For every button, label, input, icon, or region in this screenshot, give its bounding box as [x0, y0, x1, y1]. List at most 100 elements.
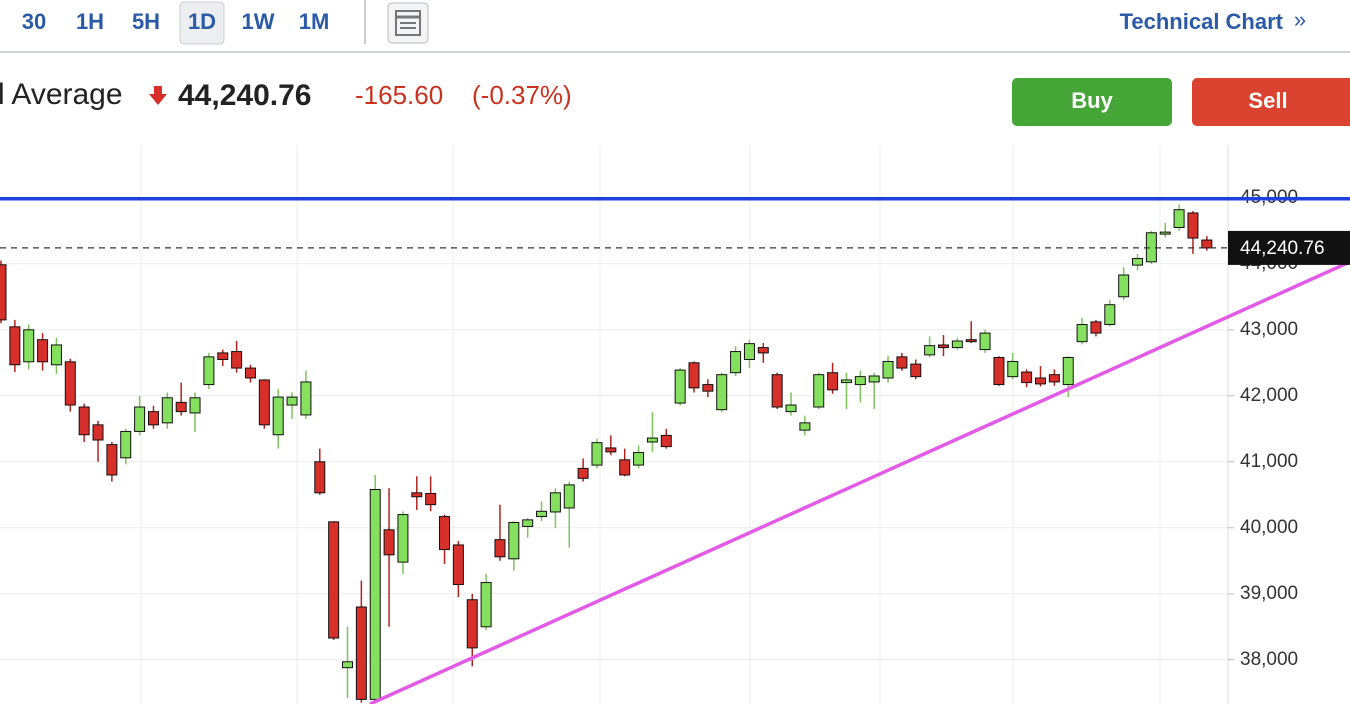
candle-body — [203, 356, 215, 386]
candle-body — [1021, 371, 1033, 384]
y-tick-label: 39,000 — [1240, 583, 1298, 604]
candle-body — [549, 492, 561, 513]
candle-body — [1173, 209, 1185, 228]
candle-body — [882, 360, 894, 379]
change: -165.60 — [355, 80, 443, 110]
candle-body — [799, 422, 811, 431]
y-tick-label: 41,000 — [1240, 451, 1298, 472]
candle-body — [785, 404, 797, 413]
y-tick-label: 43,000 — [1240, 319, 1298, 340]
candles — [0, 204, 1213, 703]
candle-body — [425, 492, 437, 506]
index-name: l Average — [0, 78, 123, 111]
candle-body — [1159, 231, 1171, 235]
candle-body — [1035, 377, 1046, 385]
candle-body — [854, 376, 866, 386]
candle-body — [1090, 321, 1102, 334]
tabs: 30 1H 5H 1D 1W 1M — [22, 9, 330, 34]
candle-body — [1104, 304, 1116, 326]
candle-body — [355, 606, 367, 700]
buy-button[interactable] — [1012, 78, 1172, 126]
candle-body — [951, 340, 963, 349]
candle-body — [314, 461, 326, 494]
candle-body — [508, 522, 520, 560]
candle-body — [771, 374, 783, 408]
candle-body — [37, 339, 49, 363]
sell-label[interactable]: Sell — [1248, 88, 1287, 113]
candle-body — [106, 444, 118, 476]
candle-body — [50, 344, 62, 366]
candle-body — [272, 396, 284, 436]
candle-body — [1201, 239, 1213, 249]
candle-body — [743, 343, 755, 360]
vertical-grid — [140, 145, 1161, 704]
candle-body — [813, 374, 825, 408]
candle-body — [827, 372, 839, 391]
candle-body — [1145, 232, 1157, 263]
candle-body — [965, 339, 977, 343]
candle-body — [9, 326, 21, 366]
candle-body — [452, 544, 464, 586]
tab[interactable]: 30 — [22, 9, 46, 34]
candle-body — [1076, 324, 1088, 343]
candle-body — [1007, 360, 1019, 378]
candle-body — [134, 406, 146, 432]
candle-body — [1187, 212, 1199, 239]
candle-body — [674, 369, 686, 404]
trend-line — [369, 260, 1350, 704]
candle-body — [910, 363, 922, 378]
candle-body — [660, 434, 672, 448]
candle-body — [0, 264, 7, 321]
tab[interactable]: 5H — [132, 9, 160, 34]
tab[interactable]: 1M — [299, 9, 330, 34]
y-tick-label: 40,000 — [1240, 517, 1298, 538]
technical-chart-link[interactable]: Technical Chart — [1120, 9, 1284, 34]
candle-body — [730, 351, 742, 374]
candle-body — [757, 347, 769, 354]
candle-body — [522, 519, 534, 527]
change-percent: (-0.37%) — [472, 80, 572, 110]
candle-body — [896, 356, 908, 369]
candle-body — [120, 430, 132, 459]
tab[interactable]: 1H — [76, 9, 104, 34]
candle-body — [23, 329, 35, 363]
candle-body — [993, 357, 1005, 386]
candle-body — [577, 467, 589, 479]
candle-body — [480, 582, 492, 628]
buy-label[interactable]: Buy — [1071, 88, 1113, 113]
tab[interactable]: 1W — [242, 9, 275, 34]
link-arrow[interactable]: » — [1294, 7, 1306, 32]
candle-body — [494, 539, 506, 558]
overlay: 44,240.76 — [0, 197, 1350, 704]
candle-body — [328, 521, 340, 639]
candle-body — [1062, 357, 1074, 386]
selected-tab-bg — [179, 1, 225, 45]
sell-button[interactable] — [1192, 78, 1350, 126]
candle-body — [466, 599, 478, 649]
layout-icon[interactable] — [387, 2, 429, 44]
candle-body — [92, 424, 104, 441]
candle-body — [64, 361, 76, 406]
candle-body — [979, 332, 991, 351]
candle-body — [231, 351, 243, 369]
candle-body — [383, 529, 395, 556]
candle-body — [1118, 274, 1130, 298]
tab[interactable]: 1D — [188, 9, 216, 34]
candle-body — [161, 397, 173, 424]
candle-body — [937, 344, 949, 349]
candle-body — [78, 406, 90, 436]
candle-body — [411, 492, 423, 498]
candle-body — [189, 397, 201, 414]
candle-body — [536, 510, 548, 518]
candle-body — [868, 375, 880, 383]
candle-body — [702, 384, 714, 392]
candle-body — [563, 484, 575, 509]
candle-body — [646, 437, 658, 443]
candle-body — [369, 489, 381, 700]
candle-body — [286, 396, 298, 406]
candle-body — [924, 345, 936, 356]
candle-body — [244, 367, 256, 379]
y-tick-label: 38,000 — [1240, 649, 1298, 670]
candle-body — [633, 452, 645, 466]
